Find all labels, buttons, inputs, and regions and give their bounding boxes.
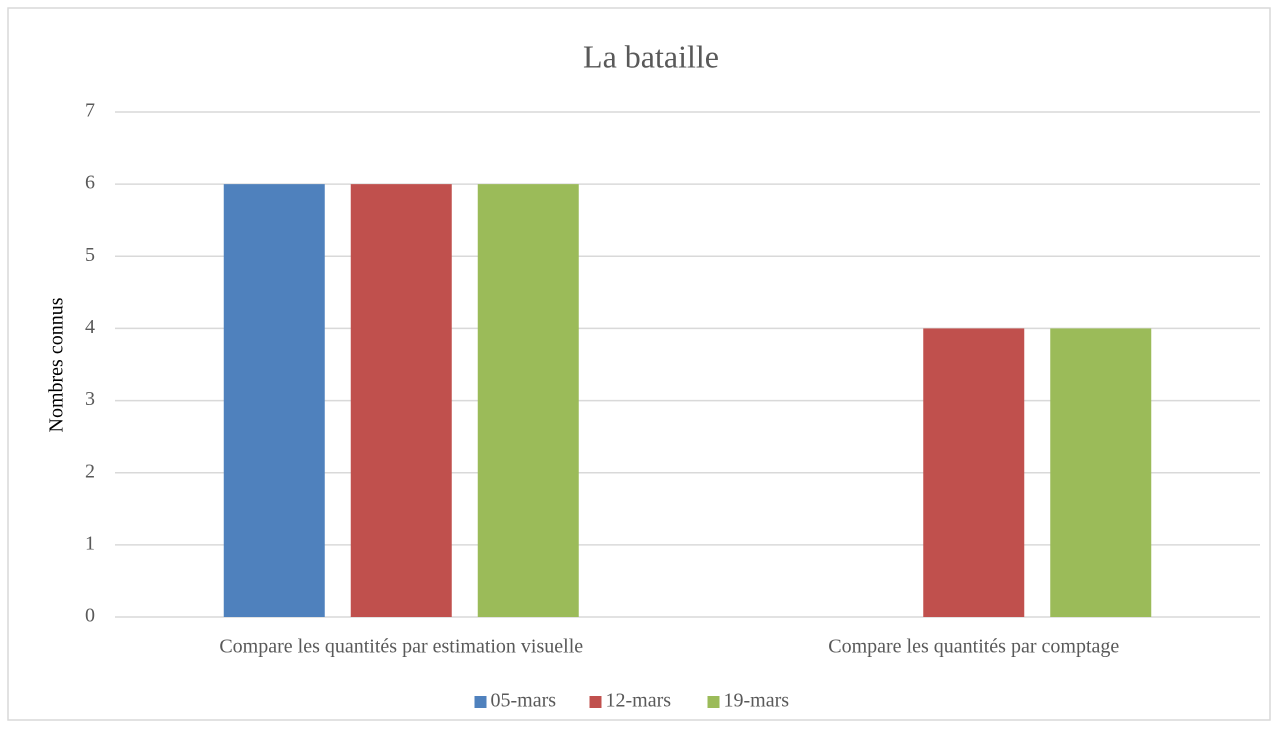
- bar: [1050, 328, 1152, 617]
- y-tick-label: 3: [85, 388, 95, 410]
- bar: [350, 184, 452, 617]
- y-tick-label: 7: [85, 100, 95, 122]
- legend-label: 19-mars: [724, 690, 790, 712]
- chart-title: La bataille: [583, 38, 719, 74]
- y-tick-label: 2: [85, 460, 95, 482]
- y-tick-label: 5: [85, 244, 95, 266]
- y-tick-label: 6: [85, 172, 95, 194]
- legend-label: 12-mars: [606, 690, 672, 712]
- y-tick-label: 0: [85, 605, 95, 627]
- y-axis-label: Nombres connus: [46, 297, 68, 432]
- legend-swatch: [589, 696, 602, 708]
- bar: [223, 184, 325, 617]
- y-tick-label: 1: [85, 532, 95, 554]
- bar: [477, 184, 579, 617]
- x-tick-label: Compare les quantités par comptage: [828, 636, 1119, 658]
- x-tick-label: Compare les quantités par estimation vis…: [219, 636, 583, 658]
- legend-label: 05-mars: [491, 690, 557, 712]
- bar: [923, 328, 1025, 617]
- legend-swatch: [474, 696, 487, 708]
- y-tick-label: 4: [85, 316, 95, 338]
- legend-swatch: [707, 696, 720, 708]
